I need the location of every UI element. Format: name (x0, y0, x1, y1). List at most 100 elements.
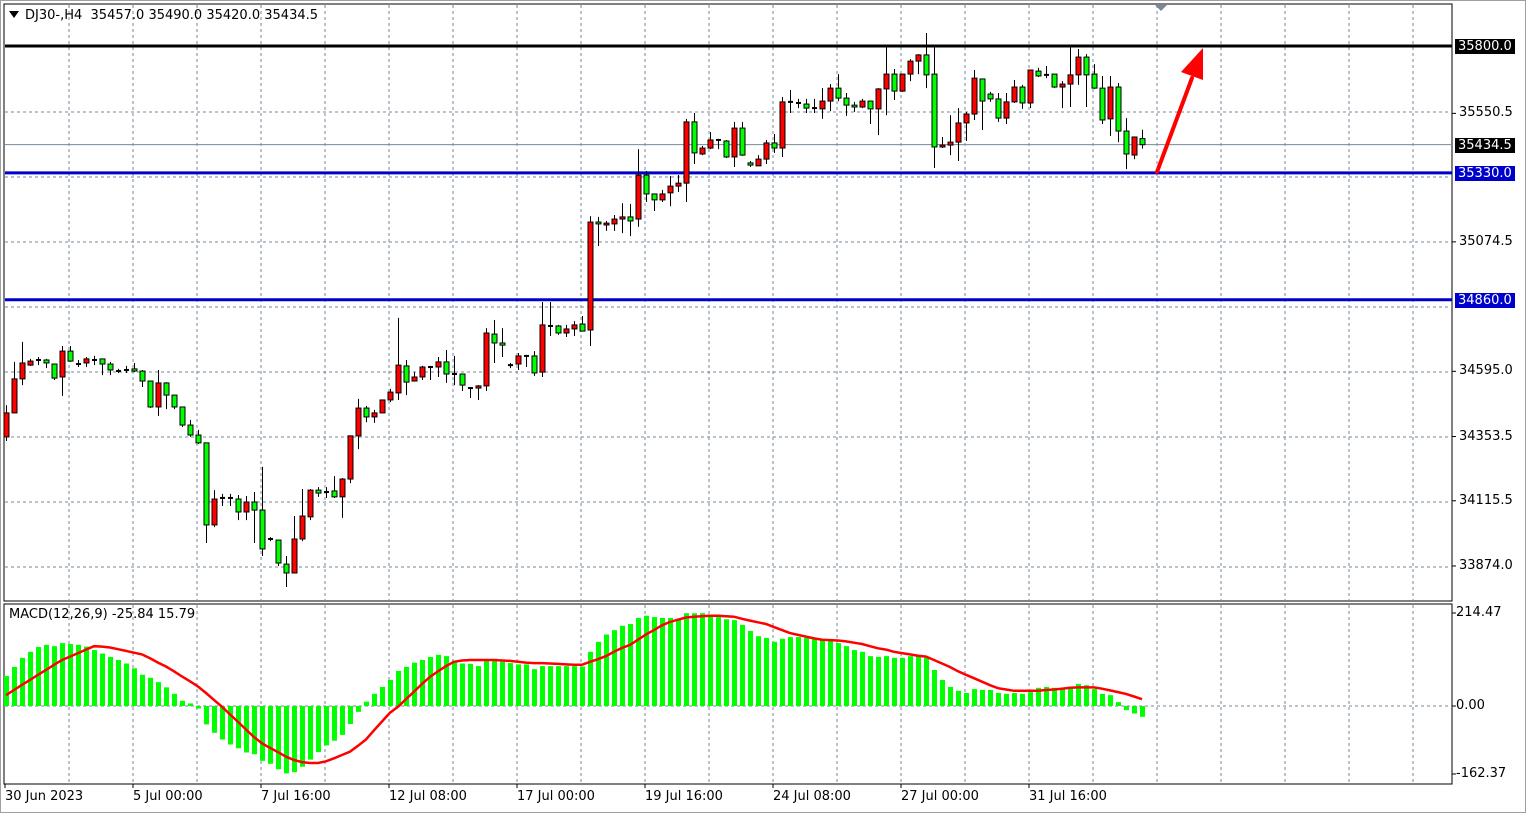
time-axis-label: 17 Jul 00:00 (517, 789, 595, 804)
candle-bear (747, 162, 754, 166)
candle-bull (155, 382, 162, 408)
candle-bear (259, 509, 266, 550)
macd-histogram-bar (308, 706, 313, 760)
macd-histogram-bar (316, 706, 321, 753)
candle-bull (307, 489, 314, 518)
macd-histogram-bar (596, 641, 601, 706)
macd-histogram-bar (212, 706, 217, 733)
macd-histogram-bar (676, 618, 681, 706)
candle-bear (99, 358, 106, 365)
macd-histogram-bar (436, 654, 441, 706)
candle-bull (1075, 56, 1082, 76)
macd-histogram-bar (140, 674, 145, 706)
macd-histogram-bar (348, 706, 353, 725)
candle-bull (1067, 74, 1074, 85)
candle-bull (755, 158, 762, 167)
macd-histogram-bar (1012, 692, 1017, 706)
macd-histogram-bar (700, 613, 705, 706)
candle-bear (251, 501, 258, 511)
candle-bull (371, 412, 378, 418)
candle-bear (1035, 70, 1042, 77)
macd-histogram-bar (556, 666, 561, 706)
candle-bull (211, 498, 218, 526)
candle-bull (291, 538, 298, 574)
candle-bull (243, 501, 250, 513)
candle-bear (195, 434, 202, 444)
candle-bear (363, 407, 370, 418)
macd-histogram-bar (724, 619, 729, 706)
candle-bull (899, 73, 906, 92)
macd-histogram-bar (788, 637, 793, 706)
macd-histogram-bar (1036, 687, 1041, 706)
candle-bull (875, 88, 882, 110)
macd-histogram-bar (540, 666, 545, 706)
candle-bull (515, 355, 522, 365)
candle-bear (923, 54, 930, 76)
candle-bear (891, 73, 898, 92)
macd-histogram-bar (812, 639, 817, 706)
arrow-up-icon[interactable] (1155, 76, 1194, 174)
macd-histogram-bar (532, 669, 537, 706)
candle-bull (475, 385, 482, 389)
candle-bear (147, 380, 154, 408)
candle-bear (131, 368, 138, 372)
candle-bull (3, 412, 10, 438)
macd-histogram-bar (356, 706, 361, 712)
macd-histogram-bar (988, 689, 993, 706)
candle-bear (691, 121, 698, 154)
macd-histogram-bar (1116, 702, 1121, 706)
chart-header: DJ30-,H4 35457.0 35490.0 35420.0 35434.5 (9, 8, 318, 23)
candle-bear (1019, 86, 1026, 104)
candle-bull (939, 144, 946, 148)
macd-histogram-bar (1100, 693, 1105, 706)
candle-bear (1115, 86, 1122, 132)
candle-bear (163, 382, 170, 396)
macd-histogram-bar (820, 640, 825, 706)
macd-histogram-bar (612, 630, 617, 706)
candle-bear (499, 342, 506, 346)
candle-bull (1131, 136, 1138, 156)
candle-bear (315, 489, 322, 494)
macd-histogram-bar (844, 646, 849, 706)
macd-histogram-bar (1020, 693, 1025, 706)
macd-histogram-bar (60, 643, 65, 706)
time-axis-label: 5 Jul 00:00 (133, 789, 203, 804)
macd-histogram-bar (388, 679, 393, 706)
macd-histogram-bar (12, 666, 17, 706)
candle-bear (555, 325, 562, 334)
candle-bear (1091, 73, 1098, 89)
macd-histogram-bar (524, 664, 529, 706)
candle-bear (1051, 73, 1058, 88)
macd-histogram-bar (4, 676, 9, 706)
candle-bear (283, 563, 290, 574)
candle-bear (171, 394, 178, 408)
macd-histogram-bar (652, 617, 657, 706)
macd-axis-label: -162.37 (1456, 765, 1507, 781)
candle-bull (299, 515, 306, 540)
candle-bull (419, 366, 426, 378)
macd-axis-label: 0.00 (1456, 698, 1485, 713)
macd-histogram-bar (372, 693, 377, 706)
candle-bear (579, 323, 586, 332)
ohlc-high: 35490.0 (148, 8, 203, 23)
macd-histogram-bar (148, 677, 153, 706)
macd-histogram-bar (796, 637, 801, 706)
price-axis-label: 34353.5 (1459, 428, 1513, 444)
chart-shift-marker-icon[interactable] (1155, 5, 1167, 11)
macd-histogram-bar (20, 657, 25, 706)
candle-bear (403, 365, 410, 383)
main-pane[interactable] (3, 3, 1453, 602)
macd-histogram-bar (916, 656, 921, 706)
time-axis-label: 27 Jul 00:00 (901, 789, 979, 804)
time-axis-label: 24 Jul 08:00 (773, 789, 851, 804)
candle-bull (411, 376, 418, 382)
time-axis-label: 7 Jul 16:00 (261, 789, 331, 804)
candle-bull (915, 54, 922, 62)
candle-bear (187, 424, 194, 436)
time-axis-label: 31 Jul 16:00 (1029, 789, 1107, 804)
candle-bear (803, 103, 810, 109)
candle-bear (203, 442, 210, 526)
ohlc-open: 35457.0 (90, 8, 145, 23)
dropdown-triangle-icon[interactable] (9, 11, 19, 18)
